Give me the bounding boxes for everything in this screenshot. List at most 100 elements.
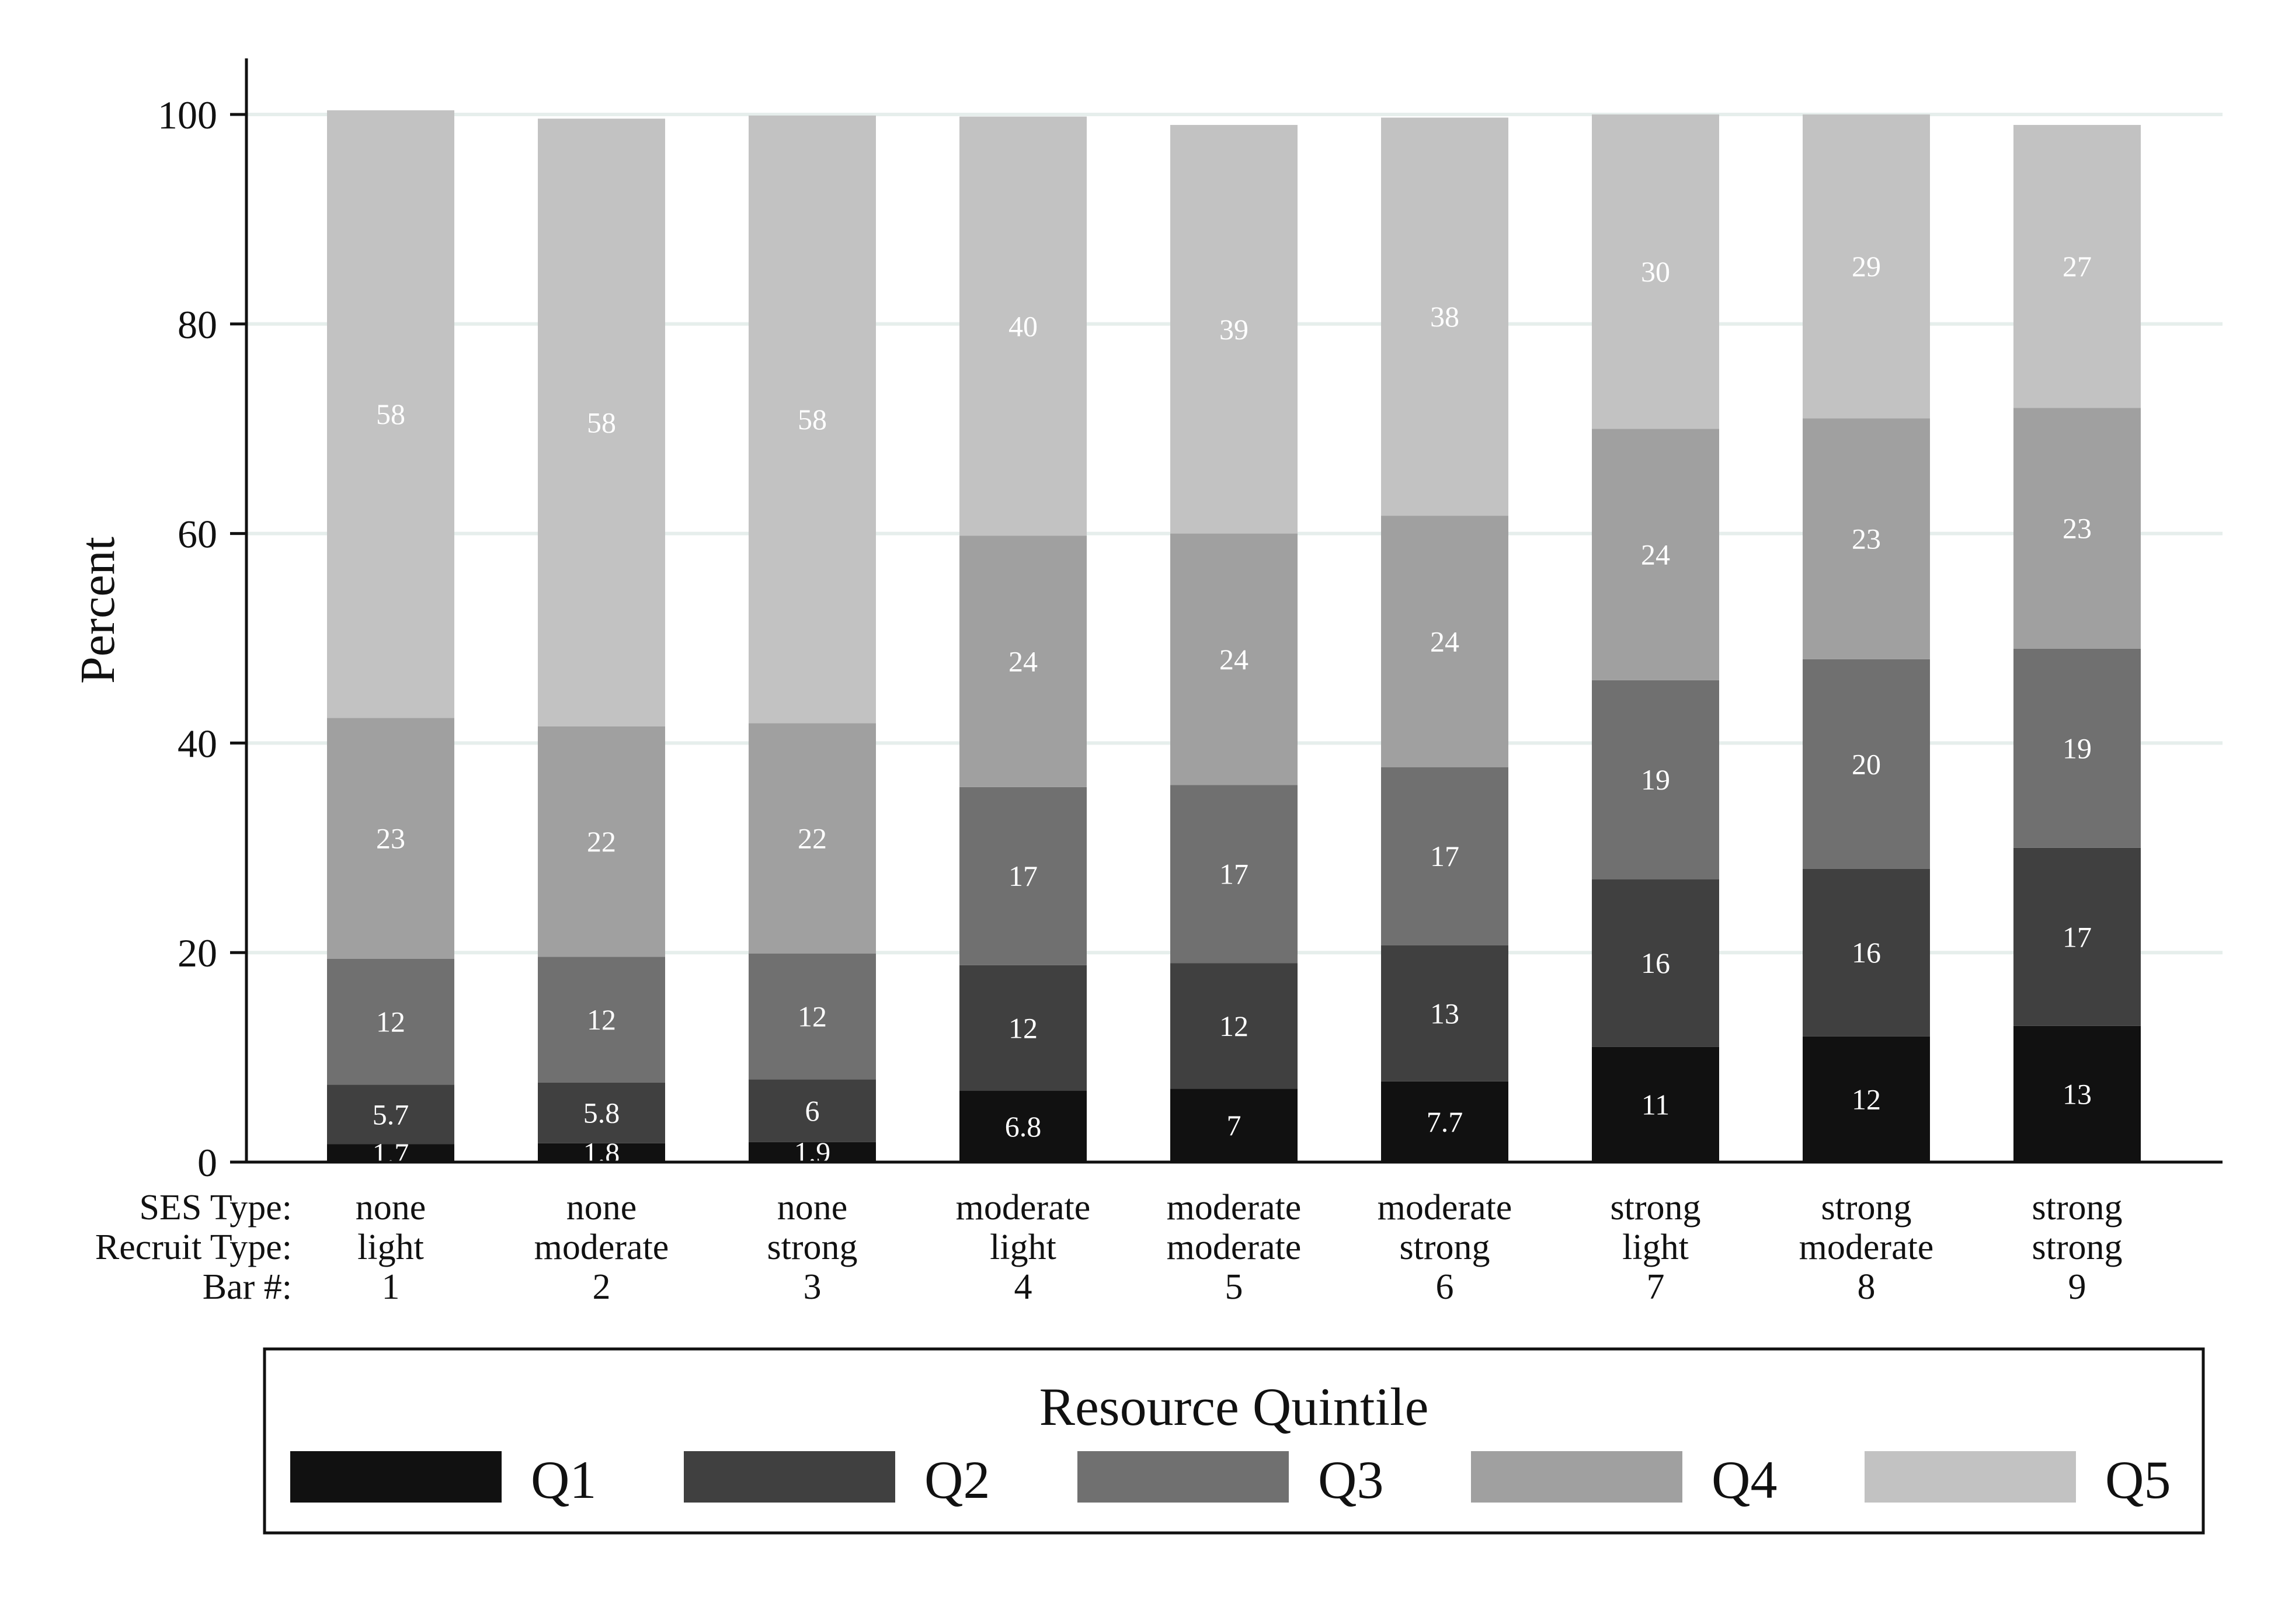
category-ses-label-4: moderate <box>956 1188 1091 1227</box>
bar-3-q3 <box>749 953 876 1080</box>
bar-8-q1 <box>1803 1036 1930 1162</box>
bar-2-q5 <box>538 119 665 726</box>
segment-label-1-q4: 23 <box>376 822 405 855</box>
bar-4-q3 <box>959 787 1087 965</box>
category-ses-label-7: strong <box>1611 1188 1701 1227</box>
category-ses-label-6: moderate <box>1378 1188 1512 1227</box>
bar-1-q2 <box>327 1084 454 1145</box>
row-header-recruit: Recruit Type: <box>95 1227 292 1267</box>
segment-label-9-q3: 19 <box>2063 732 2092 764</box>
segment-label-2-q3: 12 <box>587 1003 616 1036</box>
segment-label-2-q4: 22 <box>587 825 616 858</box>
legend-label-q4: Q4 <box>1712 1450 1777 1510</box>
segment-label-7-q4: 24 <box>1641 538 1670 571</box>
category-bar-label-3: 3 <box>804 1267 822 1307</box>
legend-label-q3: Q3 <box>1318 1450 1383 1510</box>
segment-label-9-q2: 17 <box>2063 920 2092 953</box>
bar-6-q4 <box>1381 516 1508 767</box>
segment-label-9-q1: 13 <box>2063 1077 2092 1110</box>
bar-5-q2 <box>1170 963 1298 1089</box>
legend-swatch-q2 <box>684 1451 895 1503</box>
legend-swatch-q5 <box>1865 1451 2076 1503</box>
category-bar-label-6: 6 <box>1436 1267 1454 1307</box>
segment-label-5-q2: 12 <box>1219 1010 1248 1042</box>
category-ses-label-5: moderate <box>1167 1188 1302 1227</box>
legend-swatch-q4 <box>1471 1451 1682 1503</box>
segment-label-7-q3: 19 <box>1641 763 1670 796</box>
bar-9-q5 <box>2013 124 2141 408</box>
bars <box>327 110 2141 1162</box>
segment-label-9-q5: 27 <box>2063 250 2092 283</box>
segment-label-6-q5: 38 <box>1430 300 1459 333</box>
bar-1-q5 <box>327 110 454 718</box>
segment-label-8-q2: 16 <box>1852 936 1881 969</box>
segment-label-1-q3: 12 <box>376 1006 405 1038</box>
segment-label-5-q3: 17 <box>1219 858 1248 891</box>
y-tick-label-60: 60 <box>178 512 217 557</box>
bar-7-q3 <box>1592 680 1719 879</box>
bar-4-q2 <box>959 965 1087 1091</box>
bar-3-q5 <box>749 115 876 724</box>
segment-label-4-q2: 12 <box>1008 1011 1038 1044</box>
segment-label-6-q4: 24 <box>1430 625 1459 658</box>
y-tick-label-100: 100 <box>158 93 217 137</box>
segment-label-2-q5: 58 <box>587 406 616 439</box>
category-recruit-label-9: strong <box>2032 1227 2123 1267</box>
bar-5-q5 <box>1170 124 1298 534</box>
segment-label-6-q1: 7.7 <box>1427 1105 1463 1138</box>
category-bar-label-1: 1 <box>382 1267 400 1307</box>
y-ticks: 0 20 40 60 80 100 <box>158 93 246 1185</box>
category-ses-label-3: none <box>777 1188 848 1227</box>
bar-8-q3 <box>1803 659 1930 869</box>
segment-label-8-q4: 23 <box>1852 523 1881 555</box>
bar-4-q4 <box>959 535 1087 787</box>
bar-8-q2 <box>1803 868 1930 1037</box>
bar-5-q1 <box>1170 1089 1298 1162</box>
segment-label-5-q1: 7 <box>1227 1109 1241 1142</box>
legend-items: Q1 Q2 Q3 Q4 Q5 <box>290 1450 2171 1510</box>
bar-9-q3 <box>2013 648 2141 848</box>
bar-2-q2 <box>538 1082 665 1143</box>
bar-9-q2 <box>2013 847 2141 1026</box>
segment-label-5-q5: 39 <box>1219 313 1248 346</box>
category-recruit-label-6: strong <box>1400 1227 1490 1267</box>
segment-label-6-q2: 13 <box>1430 997 1459 1030</box>
segment-label-7-q5: 30 <box>1641 255 1670 288</box>
segment-label-3-q5: 58 <box>798 403 827 436</box>
bar-8-q4 <box>1803 418 1930 659</box>
category-recruit-label-2: moderate <box>534 1227 669 1267</box>
bar-5-q3 <box>1170 785 1298 964</box>
category-ses-label-1: none <box>356 1188 426 1227</box>
category-bar-label-8: 8 <box>1858 1267 1876 1307</box>
y-tick-label-0: 0 <box>197 1140 217 1185</box>
segment-label-2-q1: 1.8 <box>583 1136 620 1169</box>
y-tick-label-20: 20 <box>178 931 217 975</box>
category-recruit-label-3: strong <box>767 1227 858 1267</box>
bar-3-q2 <box>749 1079 876 1142</box>
category-bar-label-7: 7 <box>1647 1267 1665 1307</box>
bar-6-q3 <box>1381 767 1508 945</box>
bar-4-q1 <box>959 1091 1087 1162</box>
category-bar-label-4: 4 <box>1014 1267 1032 1307</box>
category-bar-label-9: 9 <box>2068 1267 2086 1307</box>
row-header-bar: Bar #: <box>203 1267 292 1307</box>
legend-label-q2: Q2 <box>924 1450 990 1510</box>
segment-label-7-q2: 16 <box>1641 947 1670 979</box>
segment-label-1-q2: 5.7 <box>373 1098 409 1131</box>
segment-label-6-q3: 17 <box>1430 840 1459 872</box>
segment-label-4-q5: 40 <box>1008 310 1038 342</box>
category-labels: SES Type: Recruit Type: Bar #: nonelight… <box>95 1188 2123 1307</box>
segment-label-4-q4: 24 <box>1008 645 1038 677</box>
bar-1-q4 <box>327 718 454 959</box>
bar-4-q5 <box>959 116 1087 536</box>
row-header-ses: SES Type: <box>139 1188 292 1227</box>
segment-label-3-q1: 1.9 <box>794 1136 831 1169</box>
segment-label-1-q1: 1.7 <box>373 1137 409 1170</box>
bar-7-q5 <box>1592 114 1719 429</box>
bar-1-q3 <box>327 958 454 1085</box>
category-bar-label-2: 2 <box>593 1267 611 1307</box>
bar-3-q4 <box>749 723 876 954</box>
segment-label-1-q5: 58 <box>376 398 405 430</box>
segment-label-8-q5: 29 <box>1852 250 1881 283</box>
